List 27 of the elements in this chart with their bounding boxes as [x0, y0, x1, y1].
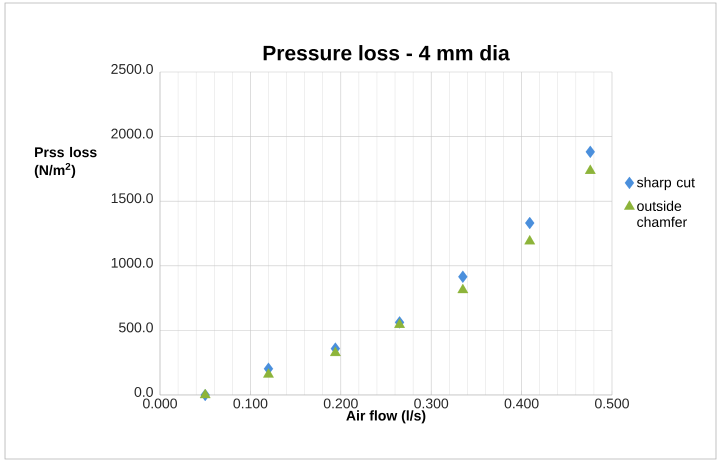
x-axis-title: Air flow (l/s) [346, 410, 426, 424]
y-tick-label: 1000.0 [112, 258, 153, 268]
legend-label: outside chamfer [637, 200, 687, 228]
y-tick-label: 1500.0 [112, 193, 153, 204]
point [524, 235, 536, 244]
x-tick-label: 0.100 [233, 398, 268, 408]
point [200, 388, 211, 398]
y-tick-label: 500.0 [119, 322, 153, 332]
chart-title: Pressure loss - 4 mm dia [264, 45, 510, 60]
point [394, 318, 405, 328]
y-tick-label: 2500.0 [111, 64, 153, 74]
point [458, 270, 468, 283]
x-tick-label: 0.000 [143, 398, 177, 408]
point [586, 146, 595, 158]
point [263, 368, 274, 378]
point [525, 216, 534, 230]
y-axis-title: Prss loss (N/m$^{2}$) [34, 146, 97, 178]
x-tick-label: 0.500 [595, 398, 629, 408]
point [457, 284, 468, 294]
point [330, 346, 341, 356]
x-tick-label: 0.200 [324, 398, 358, 408]
x-tick-label: 0.300 [414, 398, 448, 408]
point [584, 164, 596, 174]
x-tick-label: 0.400 [504, 398, 539, 408]
legend-label: sharp cut [637, 177, 695, 190]
y-tick-label: 0.0 [134, 387, 153, 397]
y-tick-label: 2000.0 [111, 128, 153, 139]
